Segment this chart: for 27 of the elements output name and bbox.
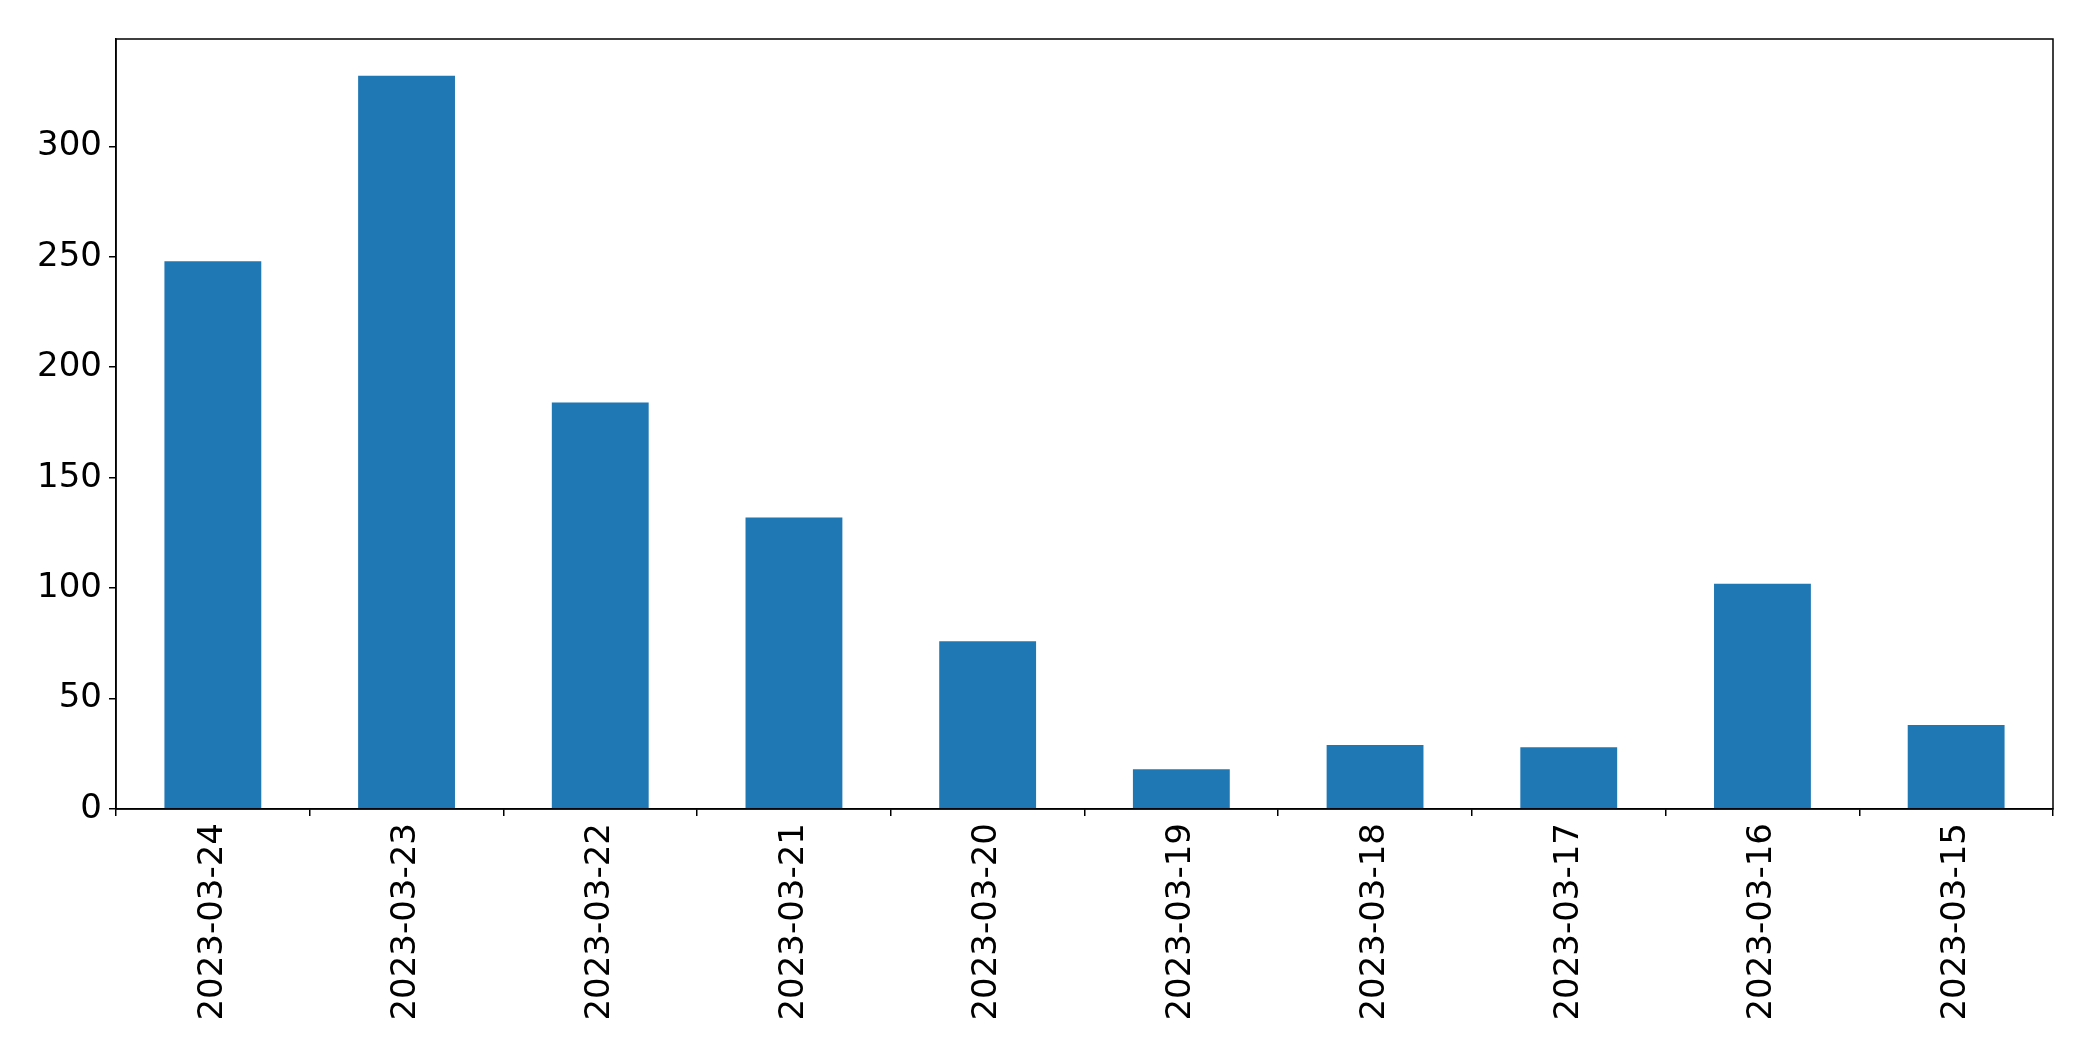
y-tick-label: 200 <box>37 344 102 385</box>
bar <box>1714 583 1811 809</box>
y-tick-label: 100 <box>37 564 102 605</box>
bar <box>939 641 1037 809</box>
y-tick-label: 0 <box>80 785 102 826</box>
bar <box>551 402 649 809</box>
bar <box>1132 769 1230 809</box>
x-tick-label: 2023-03-24 <box>189 823 230 1021</box>
y-tick-label: 250 <box>37 233 102 274</box>
bar <box>358 75 455 809</box>
x-tick-label: 2023-03-19 <box>1158 823 1199 1021</box>
x-tick-label: 2023-03-22 <box>577 823 618 1021</box>
x-tick-label: 2023-03-23 <box>383 823 424 1021</box>
y-tick-label: 150 <box>37 454 102 495</box>
x-tick-label: 2023-03-16 <box>1739 823 1780 1021</box>
x-tick-label: 2023-03-20 <box>964 823 1005 1021</box>
bar <box>1520 747 1618 809</box>
bar <box>1907 725 2005 809</box>
x-tick-label: 2023-03-17 <box>1545 823 1586 1021</box>
y-tick-label: 50 <box>58 675 102 716</box>
bar <box>745 517 843 809</box>
y-tick-label: 300 <box>37 123 102 164</box>
x-tick-label: 2023-03-15 <box>1932 823 1973 1021</box>
bar <box>164 261 262 809</box>
bar <box>1326 744 1424 809</box>
x-tick-label: 2023-03-18 <box>1351 823 1392 1021</box>
x-tick-label: 2023-03-21 <box>770 823 811 1021</box>
